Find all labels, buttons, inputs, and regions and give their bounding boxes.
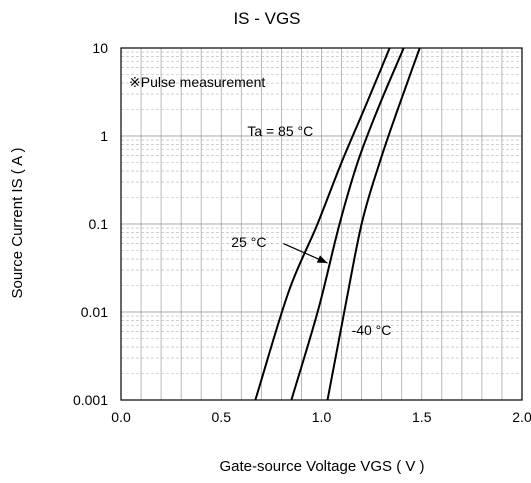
y-tick-label: 0.1	[89, 216, 109, 232]
x-ticks: 0.0 0.5 1.0 1.5 2.0	[111, 409, 531, 425]
series-line-2	[290, 47, 405, 401]
annotation-2: Ta = 85 °C	[247, 123, 313, 139]
y-ticks: 0.001 0.01 0.1 1 10	[73, 40, 108, 408]
x-tick-label: 0.0	[111, 409, 131, 425]
series-line-1	[254, 47, 391, 401]
x-tick-label: 1.5	[412, 409, 432, 425]
y-tick-label: 1	[100, 128, 108, 144]
annotation-4: -40 °C	[352, 322, 392, 338]
grid	[121, 48, 522, 400]
plot-frame	[120, 47, 523, 401]
annotation-arrow-head	[316, 255, 328, 264]
x-tick-label: 0.5	[212, 409, 232, 425]
annotation-1: ※Pulse measurement	[129, 74, 265, 90]
y-tick-label: 0.01	[81, 304, 108, 320]
chart-title: IS - VGS	[233, 9, 300, 28]
y-tick-label: 0.001	[73, 392, 108, 408]
y-tick-label: 10	[92, 40, 108, 56]
x-tick-label: 1.0	[312, 409, 332, 425]
annotations: ※Pulse measurement Ta = 85 °C 25 °C -40 °C	[129, 74, 391, 338]
y-axis-title: Source Current IS ( A )	[9, 148, 26, 299]
annotation-3: 25 °C	[231, 234, 266, 250]
series-line-3	[326, 47, 421, 401]
x-axis-title: Gate-source Voltage VGS ( V )	[219, 458, 424, 475]
series-layer	[254, 47, 421, 401]
x-tick-label: 2.0	[512, 409, 531, 425]
